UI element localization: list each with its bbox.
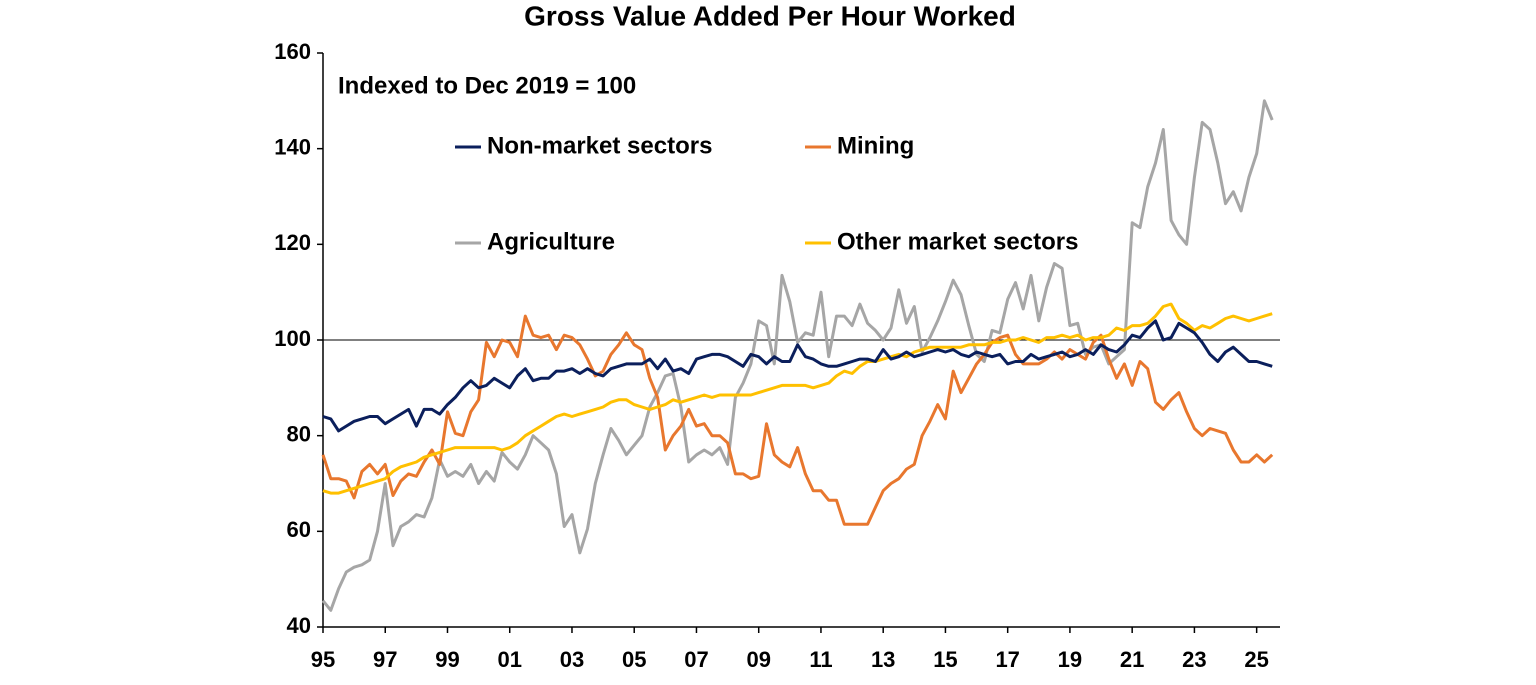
y-tick-label: 60 xyxy=(287,517,311,542)
series-line xyxy=(321,99,1274,612)
x-tick-label: 03 xyxy=(560,647,584,672)
x-tick-label: 21 xyxy=(1120,647,1144,672)
y-tick-label: 100 xyxy=(274,326,311,351)
x-tick-label: 23 xyxy=(1182,647,1206,672)
x-tick-label: 19 xyxy=(1058,647,1082,672)
y-tick-label: 160 xyxy=(274,39,311,64)
legend-label: Non-market sectors xyxy=(487,132,712,159)
x-tick-label: 95 xyxy=(311,647,335,672)
legend-label: Mining xyxy=(837,132,914,159)
y-tick-label: 120 xyxy=(274,230,311,255)
series-line xyxy=(322,319,1273,433)
series-line xyxy=(321,314,1274,526)
legend-label: Agriculture xyxy=(487,228,615,255)
x-tick-label: 07 xyxy=(684,647,708,672)
legend-label: Other market sectors xyxy=(837,228,1078,255)
annotation: Indexed to Dec 2019 = 100 xyxy=(338,72,636,99)
x-tick-label: 17 xyxy=(995,647,1019,672)
y-tick-label: 40 xyxy=(287,613,311,638)
x-tick-label: 13 xyxy=(871,647,895,672)
chart-title: Gross Value Added Per Hour Worked xyxy=(524,0,1016,31)
x-tick-label: 97 xyxy=(373,647,397,672)
x-tick-label: 99 xyxy=(435,647,459,672)
x-tick-label: 05 xyxy=(622,647,646,672)
y-tick-label: 80 xyxy=(287,421,311,446)
x-tick-label: 11 xyxy=(809,647,832,672)
x-tick-label: 15 xyxy=(933,647,957,672)
y-tick-label: 140 xyxy=(274,134,311,159)
x-tick-label: 09 xyxy=(746,647,770,672)
series-line xyxy=(322,302,1273,495)
x-tick-label: 01 xyxy=(497,647,521,672)
x-tick-label: 25 xyxy=(1244,647,1268,672)
